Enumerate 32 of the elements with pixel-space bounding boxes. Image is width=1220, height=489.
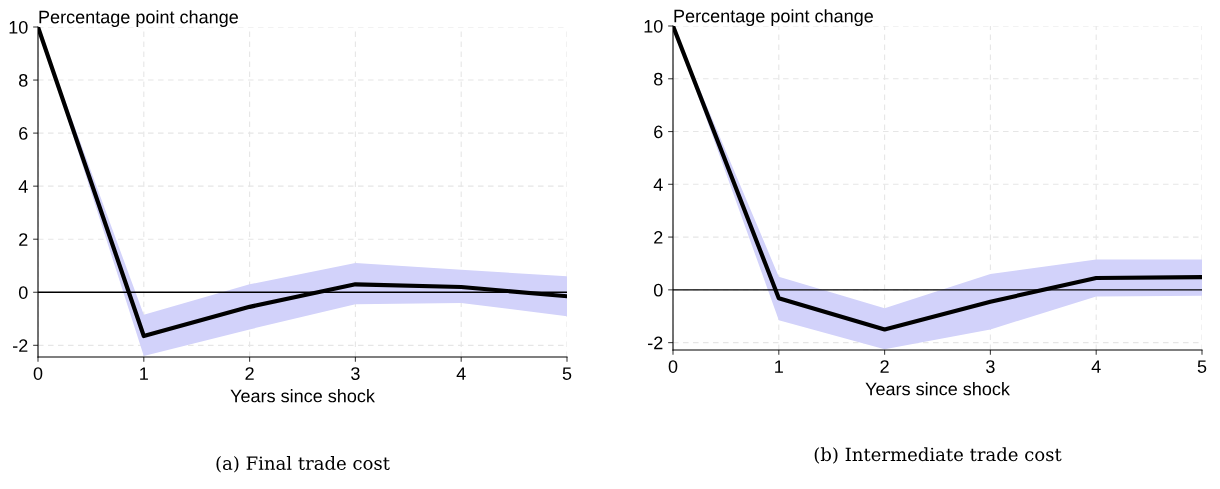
- x-tick-label: 2: [880, 360, 889, 373]
- x-tick-label: 3: [351, 367, 360, 380]
- x-tick-label: 3: [986, 360, 995, 373]
- x-tick-label: 4: [1091, 360, 1101, 373]
- y-tick-label: 4: [18, 180, 28, 193]
- y-tick-label: 10: [9, 20, 28, 34]
- x-tick-label: 1: [775, 360, 783, 373]
- y-tick-label: 6: [654, 125, 663, 139]
- x-tick-label: 5: [1197, 360, 1207, 373]
- x-axis-title: Years since shock: [230, 389, 375, 403]
- text: (a) Final trade cost: [216, 456, 390, 473]
- x-tick-label: 1: [140, 367, 148, 380]
- x-tick-label: 0: [668, 360, 678, 373]
- text: (b) Intermediate trade cost: [814, 447, 1062, 464]
- y-tick-label: 4: [653, 178, 663, 191]
- y-tick-label: 8: [654, 72, 663, 86]
- y-tick-label: 10: [644, 19, 663, 33]
- x-tick-label: 5: [562, 367, 572, 380]
- y-tick-label: 0: [18, 286, 28, 299]
- y-tick-label: -2: [648, 336, 663, 350]
- x-tick-label: 4: [456, 367, 466, 380]
- y-tick-label: 0: [653, 283, 663, 297]
- x-tick-label: 0: [33, 367, 43, 380]
- y-tick-label: -2: [13, 339, 28, 352]
- y-tick-label: 6: [19, 127, 28, 140]
- y-axis-title: Percentage point change: [674, 9, 873, 26]
- y-tick-label: 8: [19, 73, 28, 87]
- y-tick-label: 2: [19, 233, 28, 246]
- x-tick-label: 2: [245, 367, 254, 380]
- y-tick-label: 2: [654, 231, 663, 244]
- y-axis-title: Percentage point change: [39, 10, 238, 27]
- x-axis-title: Years since shock: [865, 382, 1010, 396]
